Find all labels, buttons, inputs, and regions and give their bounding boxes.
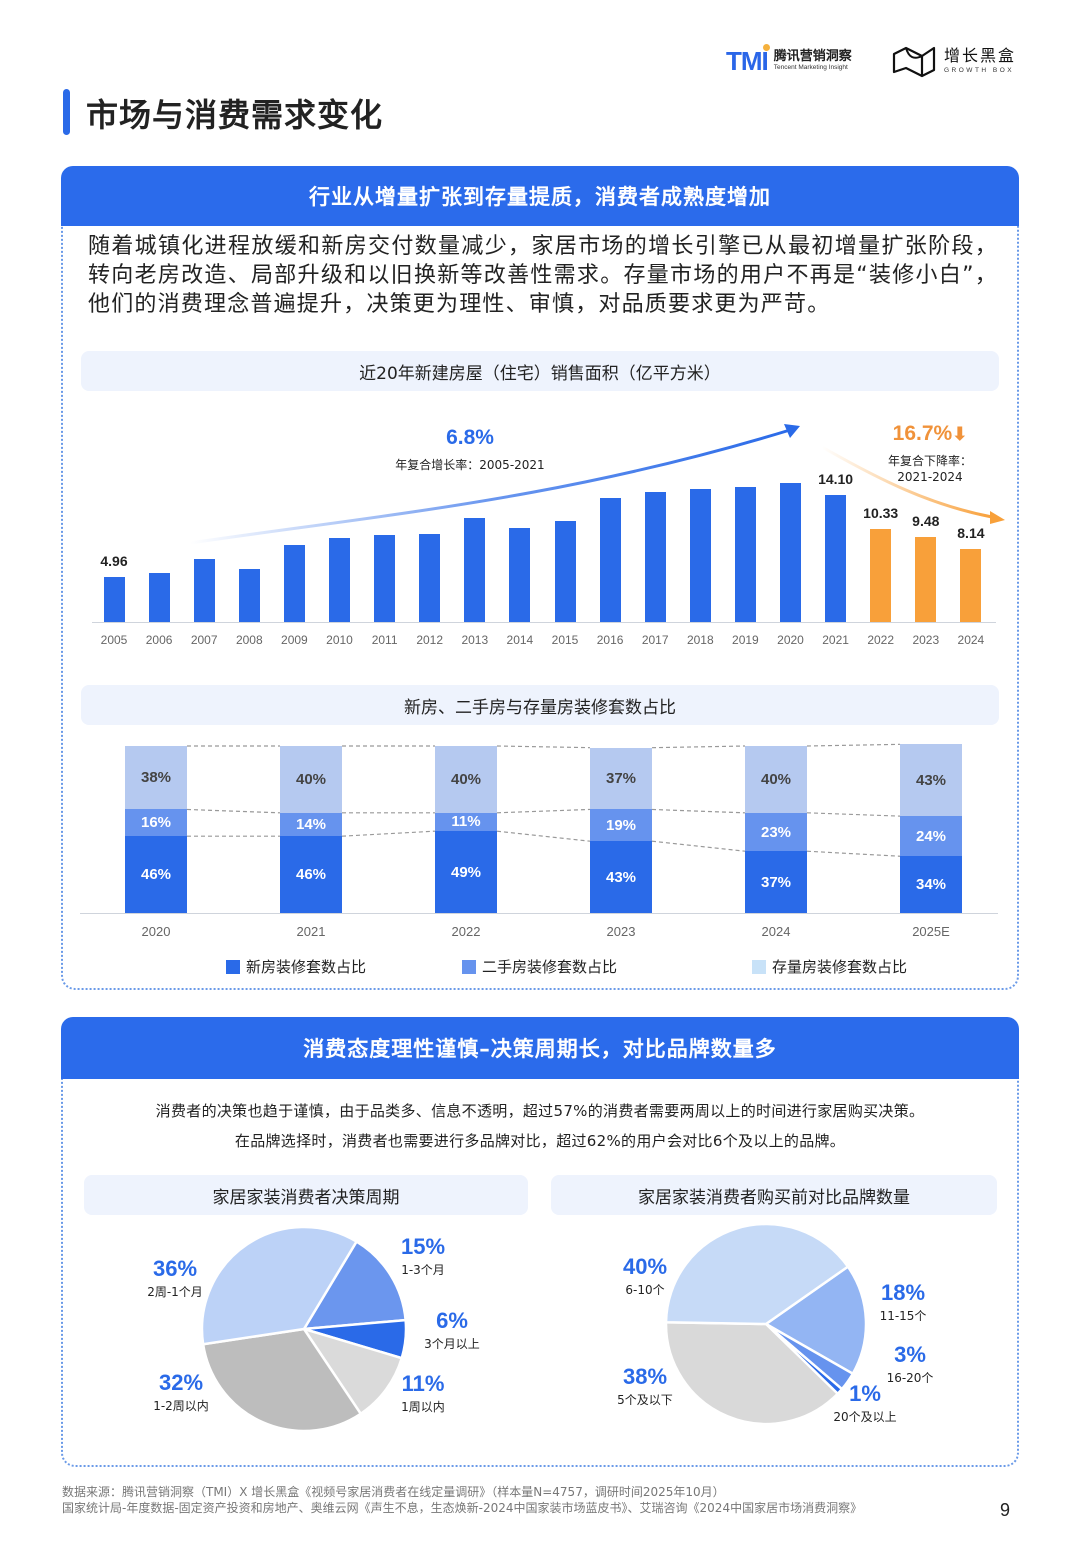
pie2-label-5-below: 38% 5个及以下	[617, 1364, 673, 1408]
pie-slice-6-10个	[664, 1222, 850, 1326]
page-title: 市场与消费需求变化	[86, 96, 384, 134]
chart1-title: 近20年新建房屋（住宅）销售面积（亿平方米）	[81, 351, 999, 391]
pie2-label-11-15: 18% 11-15个	[879, 1280, 927, 1324]
decision-cycle-pie	[200, 1225, 408, 1433]
cagr-up-label: 年复合增长率：2005-2021	[395, 458, 545, 472]
page-number: 9	[1000, 1500, 1011, 1520]
pie-slice-1-3个月	[301, 1239, 407, 1331]
section2-card	[61, 1017, 1019, 1467]
pie1-label-1-2w: 32% 1-2周以内	[153, 1370, 209, 1414]
pie2-label-20-plus: 1% 20个及以上	[833, 1381, 897, 1425]
footer-sources: 数据来源：腾讯营销洞察（TMI）X 增长黑盒《视频号家居消费者在线定量调研》（样…	[62, 1484, 862, 1516]
growth-box-logo: 增长黑盒 GROWTH BOX	[892, 44, 1016, 78]
growth-box-en: GROWTH BOX	[944, 66, 1015, 74]
section1-header: 行业从增量扩张到存量提质，消费者成熟度增加	[61, 166, 1019, 226]
down-arrow-icon: ⬇	[952, 424, 968, 444]
legend-second-hand: 二手房装修套数占比	[462, 956, 617, 977]
pie1-label-2w-1m: 36% 2周-1个月	[147, 1256, 203, 1300]
footer-line2: 国家统计局-年度数据-固定资产投资和房地产、奥维云网《声生不息，生态焕新-202…	[62, 1501, 863, 1515]
legend-new-house: 新房装修套数占比	[226, 956, 366, 977]
tmi-logo-en: Tencent Marketing Insight	[773, 64, 848, 72]
growth-box-icon	[892, 46, 936, 78]
pie1-title: 家居家装消费者决策周期	[84, 1175, 528, 1215]
pie-slice-1周以内	[301, 1326, 404, 1416]
legend-swatch-new	[226, 959, 240, 974]
pie-slice-5个及以下	[664, 1320, 840, 1426]
section2-header: 消费态度理性谨慎–决策周期长，对比品牌数量多	[61, 1017, 1019, 1079]
growth-box-cn: 增长黑盒	[944, 45, 1017, 65]
cagr-down-label: 年复合下降率： 2021-2024	[887, 454, 972, 484]
pie2-title: 家居家装消费者购买前对比品牌数量	[551, 1175, 997, 1215]
pie-slice-2周-1个月	[200, 1225, 359, 1346]
pie2-label-16-20: 3% 16-20个	[886, 1342, 934, 1386]
footer-line1: 数据来源：腾讯营销洞察（TMI）X 增长黑盒《视频号家居消费者在线定量调研》（样…	[62, 1485, 725, 1499]
brand-count-pie	[664, 1222, 868, 1426]
section2-desc-line2: 在品牌选择时，消费者也需要进行多品牌对比，超过62%的用户会对比6个及以上的品牌…	[234, 1132, 846, 1150]
pie-slice-11-15个	[763, 1264, 868, 1376]
legend-swatch-stock	[752, 959, 766, 974]
pie1-label-1w: 11% 1周以内	[401, 1371, 445, 1415]
tmi-logo-mark: TMI	[726, 43, 770, 76]
title-accent-bar	[63, 89, 70, 135]
section2-desc-line1: 消费者的决策也趋于谨慎，由于品类多、信息不透明，超过57%的消费者需要两周以上的…	[155, 1102, 925, 1120]
tmi-logo-cn: 腾讯营销洞察	[773, 49, 852, 65]
cagr-down-value: 16.7%⬇	[892, 422, 968, 445]
chart2-title: 新房、二手房与存量房装修套数占比	[81, 685, 999, 725]
section1-intro: 随着城镇化进程放缓和新房交付数量减少，家居市场的增长引擎已从最初增量扩张阶段，转…	[88, 234, 998, 317]
tmi-logo: TMI 腾讯营销洞察 Tencent Marketing Insight	[726, 43, 852, 76]
pie1-label-1-3m: 15% 1-3个月	[400, 1234, 446, 1278]
pie1-label-3m-plus: 6% 3个月以上	[424, 1308, 480, 1352]
pie2-label-6-10: 40% 6-10个	[622, 1254, 668, 1298]
pie-slice-1-2周以内	[201, 1327, 363, 1433]
cagr-up-value: 6.8%	[446, 426, 494, 449]
legend-swatch-second	[462, 959, 476, 974]
legend-stock-house: 存量房装修套数占比	[752, 956, 907, 977]
